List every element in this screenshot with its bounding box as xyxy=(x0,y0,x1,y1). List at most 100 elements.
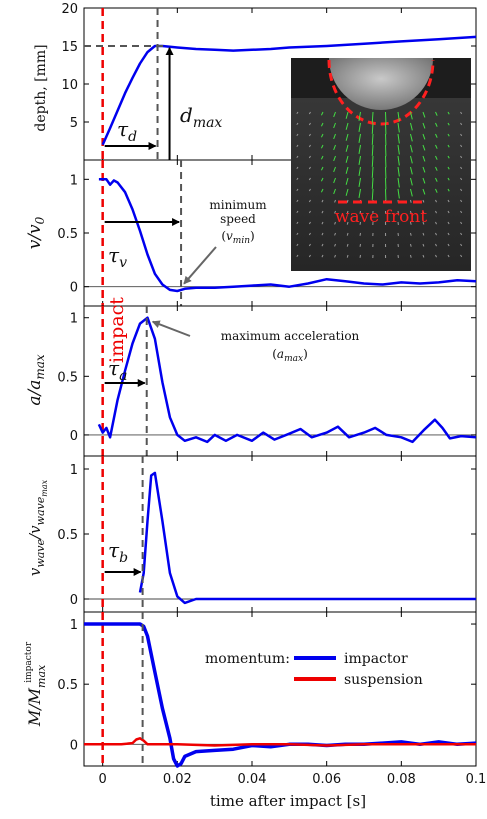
flow-vector xyxy=(410,243,412,247)
flow-vector xyxy=(308,133,311,137)
flow-vector xyxy=(397,144,400,155)
x-axis-label: time after impact [s] xyxy=(210,792,366,810)
flow-vector xyxy=(333,111,336,118)
flow-vector xyxy=(435,144,438,149)
flow-vector xyxy=(447,210,450,214)
flow-vector xyxy=(435,210,437,214)
min-speed-line3: (vmin) xyxy=(221,229,254,246)
flow-vector xyxy=(371,111,374,123)
flow-vector xyxy=(308,122,311,126)
flow-vector xyxy=(346,221,349,225)
y-tick-label: 10 xyxy=(61,78,78,93)
inset-sphere xyxy=(329,58,433,110)
flow-vector xyxy=(345,122,349,130)
flow-vector xyxy=(422,232,425,236)
flow-vector xyxy=(296,133,299,137)
flow-vector xyxy=(333,155,336,162)
flow-vector xyxy=(371,166,374,178)
flow-vector xyxy=(296,210,299,214)
x-tick-label: 0.02 xyxy=(163,772,192,787)
flow-vector xyxy=(460,210,463,214)
flow-vector xyxy=(308,221,311,225)
flow-vector xyxy=(333,166,336,173)
flow-vector xyxy=(333,122,336,129)
panel-wave: 00.51 xyxy=(57,455,477,613)
flow-vector xyxy=(422,122,426,129)
flow-vector xyxy=(321,254,324,258)
flow-vector xyxy=(358,144,361,154)
y-tick-label: 1 xyxy=(70,618,78,633)
flow-vector xyxy=(308,177,311,181)
series-line-wave-speed xyxy=(138,471,476,605)
flow-vector xyxy=(333,177,336,184)
flow-vector xyxy=(460,232,463,236)
flow-vector xyxy=(296,166,299,170)
flow-vector xyxy=(358,133,361,143)
flow-vector xyxy=(346,199,349,203)
axes-frame xyxy=(83,611,477,767)
flow-vector xyxy=(308,166,311,170)
flow-vector xyxy=(358,188,361,198)
flow-vector xyxy=(320,111,324,116)
y-tick-label: 1 xyxy=(70,312,78,327)
flow-vector xyxy=(333,133,336,140)
flow-vector xyxy=(296,177,299,181)
flow-vector xyxy=(345,177,349,185)
flow-vector xyxy=(422,243,425,247)
flow-vector xyxy=(397,166,400,177)
flow-vector xyxy=(308,199,311,203)
y-tick-label: 1 xyxy=(70,173,78,188)
flow-vector xyxy=(321,243,324,247)
flow-vector xyxy=(296,254,299,258)
flow-vector xyxy=(422,166,426,173)
inset-flow-vectors xyxy=(296,111,463,259)
flow-vector xyxy=(422,177,426,184)
flow-vector xyxy=(447,144,450,148)
flow-vector xyxy=(321,232,324,236)
y-tick-label: 0.5 xyxy=(57,678,78,693)
flow-vector xyxy=(435,254,437,258)
series-line-depth xyxy=(101,35,477,146)
flow-vector xyxy=(397,177,400,188)
flow-vector xyxy=(371,177,374,189)
y-tick-label: 1 xyxy=(70,463,78,478)
flow-vector xyxy=(296,122,299,126)
panel-velocity: 00.51 xyxy=(57,159,477,307)
flow-vector xyxy=(447,243,450,247)
y-tick-label: 0.5 xyxy=(57,227,78,242)
flow-vector xyxy=(296,144,299,148)
flow-vector xyxy=(460,133,463,137)
flow-vector xyxy=(447,188,450,192)
max-accel-line1: maximum acceleration xyxy=(221,329,360,343)
flow-vector xyxy=(345,166,349,174)
flow-vector xyxy=(447,155,450,159)
flow-vector xyxy=(410,155,413,164)
flow-vector xyxy=(358,155,361,165)
legend-label-impactor: impactor xyxy=(344,651,408,667)
flow-vector xyxy=(397,155,400,166)
tau-b-label: τb xyxy=(108,538,128,566)
flow-vector xyxy=(334,210,336,214)
flow-vector xyxy=(321,221,324,225)
flow-vector xyxy=(435,111,438,116)
y-tick-label: 20 xyxy=(61,2,78,17)
flow-vector xyxy=(308,232,311,236)
flow-vector xyxy=(308,111,311,115)
flow-vector xyxy=(397,122,400,133)
flow-vector xyxy=(422,155,426,162)
max-accel-pointer xyxy=(151,320,191,337)
flow-vector xyxy=(320,133,324,138)
inset-image: wave front xyxy=(291,58,471,271)
flow-vector xyxy=(345,133,349,141)
flow-vector xyxy=(410,221,412,225)
flow-vector xyxy=(447,232,450,236)
flow-vector xyxy=(460,144,463,148)
flow-vector xyxy=(334,221,336,225)
flow-vector xyxy=(397,111,400,122)
flow-vector xyxy=(397,188,400,199)
impact-label: impact xyxy=(106,297,128,363)
flow-vector xyxy=(447,122,450,126)
flow-vector xyxy=(460,177,463,181)
flow-vector xyxy=(345,144,349,152)
flow-vector xyxy=(422,188,426,195)
